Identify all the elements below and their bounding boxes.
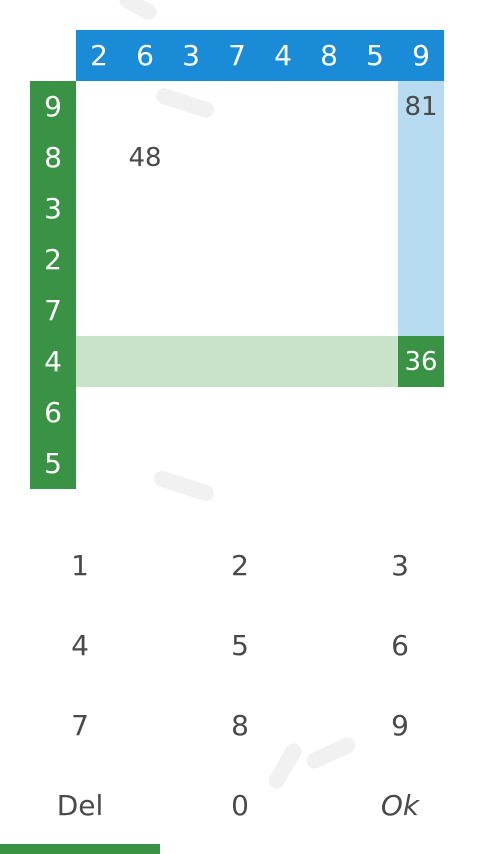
top-header-cell: 8: [320, 39, 338, 72]
active-cell-value[interactable]: 36: [404, 346, 438, 377]
key-9[interactable]: 9: [391, 708, 409, 742]
key-2[interactable]: 2: [231, 548, 249, 582]
top-header-cell: 6: [136, 39, 154, 72]
left-header-cell: 7: [44, 294, 62, 327]
key-4[interactable]: 4: [71, 628, 89, 662]
left-header-cell: 6: [44, 396, 62, 429]
left-header-cell: 3: [44, 192, 62, 225]
number-keypad: 1 2 3 4 5 6 7 8 9 Del 0 Ok: [0, 525, 480, 845]
top-header-cell: 5: [366, 39, 384, 72]
active-cell[interactable]: [398, 336, 444, 387]
top-header-cell: 9: [412, 39, 430, 72]
decorative-stroke: [153, 86, 217, 120]
progress-bar: [0, 844, 480, 854]
top-header-cell: 3: [182, 39, 200, 72]
top-header-row: 2 6 3 7 4 8 5 9: [76, 30, 444, 81]
top-header-cell: 2: [90, 39, 108, 72]
top-header-cell: 4: [274, 39, 292, 72]
decorative-stroke: [116, 0, 160, 23]
key-7[interactable]: 7: [71, 708, 89, 742]
key-3[interactable]: 3: [391, 548, 409, 582]
left-header-cell: 2: [44, 243, 62, 276]
key-1[interactable]: 1: [71, 548, 89, 582]
answer-cell[interactable]: 48: [128, 142, 162, 173]
left-header-cell: 4: [44, 345, 62, 378]
key-5[interactable]: 5: [231, 628, 249, 662]
left-header-cell: 9: [44, 90, 62, 123]
column-highlight: [398, 81, 444, 336]
key-8[interactable]: 8: [231, 708, 249, 742]
key-0[interactable]: 0: [231, 788, 249, 822]
answer-cell[interactable]: 81: [404, 91, 438, 122]
key-6[interactable]: 6: [391, 628, 409, 662]
left-header-cell: 8: [44, 141, 62, 174]
delete-button[interactable]: Del: [56, 788, 104, 822]
left-header-cell: 5: [44, 447, 62, 480]
ok-button[interactable]: Ok: [380, 788, 420, 822]
decorative-stroke: [152, 468, 216, 504]
left-header-column: 9 8 3 2 7 4 6 5: [30, 81, 76, 489]
progress-bar-fill: [0, 844, 160, 854]
row-highlight: [76, 336, 398, 387]
top-header-cell: 7: [228, 39, 246, 72]
